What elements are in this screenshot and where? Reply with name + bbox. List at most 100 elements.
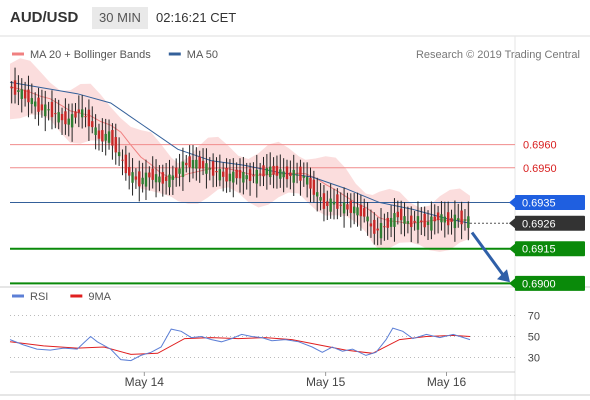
- x-label-2: May 16: [427, 375, 467, 389]
- candle-body: [326, 201, 329, 206]
- ma50-line: [9, 81, 471, 224]
- candle-body: [111, 129, 114, 146]
- candle-body: [248, 169, 252, 181]
- candle-body: [319, 197, 322, 201]
- candle-body: [269, 166, 272, 178]
- candle-body: [436, 212, 440, 221]
- projection-arrow-head: [497, 269, 510, 283]
- candle-body: [121, 159, 124, 161]
- candle-body: [332, 201, 336, 205]
- level-badge-pointer-3: [509, 218, 515, 229]
- candle-body: [403, 216, 406, 224]
- candle-body: [383, 226, 386, 228]
- candle-body: [124, 154, 128, 174]
- level-label-3: 0.6926: [522, 218, 556, 230]
- candle-body: [23, 89, 27, 99]
- candle-body: [312, 179, 316, 195]
- candle-body: [87, 109, 91, 127]
- candle-body: [396, 211, 400, 218]
- candle-body: [37, 97, 40, 112]
- candle-body: [47, 109, 50, 111]
- candle-body: [27, 89, 30, 103]
- candle-body: [60, 113, 64, 121]
- candle-body: [33, 101, 37, 107]
- candle-body: [80, 109, 84, 118]
- candle-body: [151, 168, 154, 180]
- candle-body: [57, 112, 60, 123]
- candle-body: [242, 171, 245, 183]
- candle-body: [164, 176, 168, 181]
- candle-body: [97, 130, 101, 139]
- candle-body: [389, 217, 393, 227]
- candle-body: [393, 213, 396, 227]
- candle-body: [423, 213, 426, 228]
- candle-body: [386, 217, 389, 228]
- candle-body: [413, 220, 416, 223]
- candle-body: [154, 174, 158, 183]
- candle-body: [299, 166, 302, 181]
- candle-body: [336, 194, 339, 209]
- candle-body: [50, 101, 54, 118]
- candle-body: [10, 86, 13, 89]
- candle-body: [54, 113, 57, 115]
- candle-body: [305, 177, 309, 185]
- level-badge-pointer-5: [509, 278, 515, 289]
- candle-body: [232, 171, 235, 183]
- candle-body: [67, 118, 70, 125]
- watermark: Research © 2019 Trading Central: [416, 49, 580, 61]
- candle-body: [201, 160, 205, 169]
- candle-body: [208, 168, 211, 170]
- rsi-tick-2: 30: [528, 353, 540, 365]
- candle-body: [258, 173, 262, 175]
- candle-body: [70, 114, 74, 128]
- candle-body: [275, 165, 279, 176]
- candle-body: [171, 175, 175, 180]
- x-label-1: May 15: [306, 375, 346, 389]
- level-badge-2: [515, 194, 585, 210]
- candle-body: [191, 160, 195, 169]
- chart-header: AUD/USD 30 MIN 02:16:21 CET: [0, 0, 590, 36]
- candle-body: [352, 206, 356, 214]
- candle-body: [446, 212, 450, 226]
- candle-body: [134, 176, 138, 180]
- level-badge-3: [515, 215, 585, 231]
- candle-body: [148, 172, 151, 178]
- candle-body: [460, 210, 463, 225]
- candle-body: [416, 216, 420, 230]
- candle-body: [218, 169, 222, 181]
- candle-body: [376, 228, 379, 231]
- candle-body: [329, 198, 332, 212]
- level-badge-4: [515, 241, 585, 257]
- candle-body: [285, 166, 289, 180]
- legend-label-1: MA 50: [187, 49, 218, 61]
- candle-body: [44, 104, 47, 117]
- candle-body: [463, 219, 467, 221]
- timestamp: 02:16:21 CET: [156, 10, 237, 25]
- candle-body: [366, 216, 369, 222]
- rsi-legend-label-1: 9MA: [88, 291, 111, 303]
- candle-body: [346, 204, 349, 210]
- candle-body: [181, 161, 185, 178]
- nine-ma-line: [9, 334, 471, 355]
- candle-body: [252, 175, 255, 177]
- candle-body: [205, 163, 208, 174]
- timeframe-button[interactable]: 30 MIN: [92, 7, 148, 29]
- candle-body: [282, 171, 285, 178]
- candle-body: [101, 130, 104, 142]
- candle-body: [443, 216, 447, 223]
- candle-body: [262, 165, 265, 177]
- candle-body: [40, 104, 44, 111]
- candle-body: [302, 175, 305, 178]
- level-label-2: 0.6935: [522, 197, 556, 209]
- candle-body: [185, 162, 188, 166]
- candle-body: [356, 207, 359, 216]
- candle-body: [406, 221, 410, 224]
- candle-body: [178, 168, 181, 174]
- rsi-tick-0: 70: [528, 311, 540, 323]
- candle-body: [77, 109, 81, 113]
- candle-body: [467, 216, 470, 228]
- candle-body: [195, 159, 198, 169]
- candle-body: [309, 177, 312, 189]
- candle-body: [168, 174, 171, 188]
